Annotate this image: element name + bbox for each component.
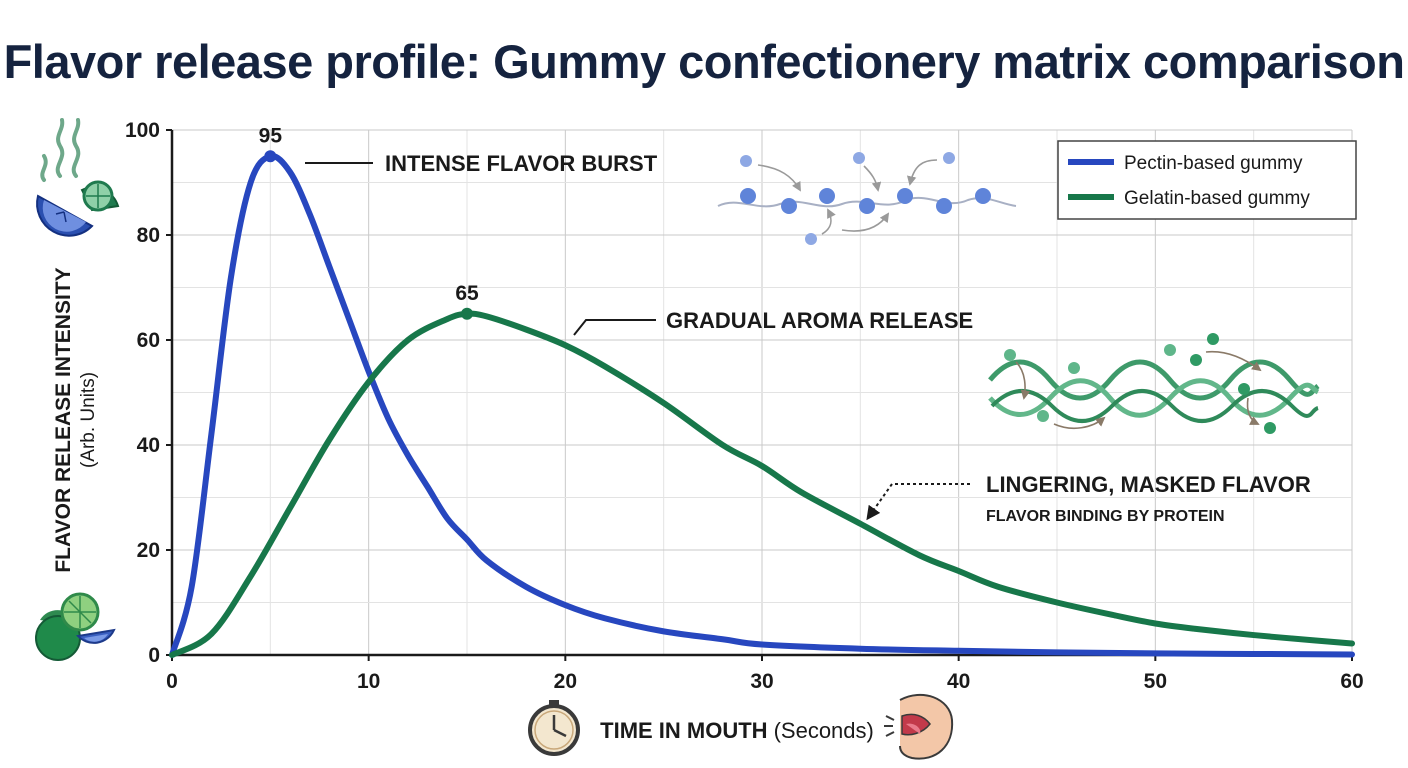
series-line-pectin: [169, 153, 1355, 658]
annotation-intense-burst: INTENSE FLAVOR BURST: [305, 151, 658, 176]
chart-title: Flavor release profile: Gummy confection…: [3, 35, 1405, 88]
pectin-chain-diagram: [717, 152, 1017, 245]
peak-point-pectin: [264, 150, 277, 163]
peak-markers: 95 65: [259, 124, 479, 320]
y-tick-label: 0: [148, 644, 160, 667]
y-tick-labels: 0 20 40 60 80 100: [125, 119, 172, 667]
x-tick-label: 40: [947, 670, 970, 693]
y-tick-label: 20: [137, 539, 160, 562]
peak-point-gelatin: [461, 307, 473, 320]
annotation-lingering-text: LINGERING, MASKED FLAVOR: [986, 472, 1311, 497]
y-tick-label: 100: [125, 119, 160, 142]
gelatin-helix-diagram: [988, 333, 1320, 434]
y-axis-title: FLAVOR RELEASE INTENSITY: [52, 267, 75, 572]
series-line-gelatin: [169, 310, 1355, 658]
x-tick-labels: 0 10 20 30 40 50 60: [166, 655, 1364, 693]
legend: Pectin-based gummy Gelatin-based gummy: [1057, 140, 1357, 220]
peak-label-pectin: 95: [259, 124, 283, 147]
y-tick-label: 40: [137, 434, 160, 457]
x-tick-label: 10: [357, 670, 380, 693]
x-axis-unit: (Seconds): [774, 718, 874, 743]
x-axis-title-group: TIME IN MOUTH (Seconds): [600, 718, 874, 743]
lime-fruit-icon: [35, 592, 116, 661]
annotation-lingering-subtext: FLAVOR BINDING BY PROTEIN: [986, 508, 1225, 525]
legend-label-pectin: Pectin-based gummy: [1124, 153, 1303, 174]
x-tick-label: 20: [554, 670, 577, 693]
annotation-gradual-release-text: GRADUAL AROMA RELEASE: [666, 308, 973, 333]
y-axis-unit: (Arb. Units): [78, 372, 99, 468]
peak-label-gelatin: 65: [455, 282, 479, 305]
mouth-tasting-icon: [884, 693, 954, 760]
x-tick-label: 60: [1340, 670, 1363, 693]
x-tick-label: 30: [750, 670, 773, 693]
series-layer: [169, 153, 1355, 658]
y-axis-label: FLAVOR RELEASE INTENSITY (Arb. Units): [52, 267, 99, 572]
x-axis-label: TIME IN MOUTH (Seconds): [600, 718, 874, 743]
x-axis-title: TIME IN MOUTH: [600, 718, 767, 743]
annotation-gradual-release: GRADUAL AROMA RELEASE: [573, 308, 973, 336]
annotation-lingering: LINGERING, MASKED FLAVOR FLAVOR BINDING …: [866, 472, 1311, 525]
annotation-intense-burst-text: INTENSE FLAVOR BURST: [385, 151, 658, 176]
citrus-slices-aroma-icon: [36, 118, 120, 237]
x-tick-label: 50: [1144, 670, 1167, 693]
legend-label-gelatin: Gelatin-based gummy: [1124, 188, 1310, 209]
stopwatch-icon: [528, 700, 580, 756]
y-tick-label: 60: [137, 329, 160, 352]
x-tick-label: 0: [166, 670, 178, 693]
y-tick-label: 80: [137, 224, 160, 247]
